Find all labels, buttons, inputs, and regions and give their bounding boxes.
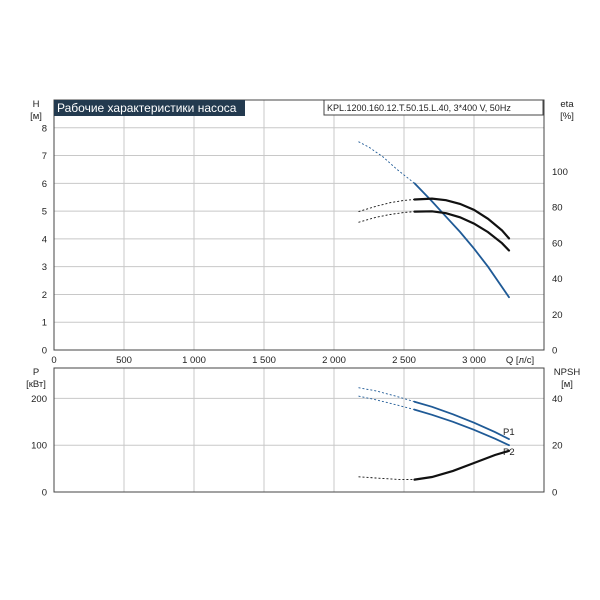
curve-solid-1 xyxy=(413,197,511,240)
y-tick-label-left: 0 xyxy=(42,346,47,357)
series-label-p1: P1 xyxy=(503,427,515,438)
y-tick-label-right: 0 xyxy=(552,488,557,499)
y-tick-label-right: 80 xyxy=(552,203,563,214)
model-label-box xyxy=(323,99,544,116)
curve-solid-1 xyxy=(413,408,510,447)
y-tick-label-left: 0 xyxy=(42,488,47,499)
curve-solid-0 xyxy=(413,400,510,440)
chart-title-box xyxy=(54,100,245,116)
y-tick-label-left: 2 xyxy=(42,290,47,301)
plot-frame xyxy=(53,99,545,351)
curve-solid-2 xyxy=(413,449,511,481)
y-axis-unit-left: [м] xyxy=(30,111,42,122)
y-tick-label-left: 200 xyxy=(31,394,47,405)
y-axis-label-right: eta xyxy=(560,99,574,110)
y-tick-label-left: 5 xyxy=(42,207,47,218)
y-axis-label-left: H xyxy=(33,99,40,110)
x-tick-label: 1 000 xyxy=(182,355,206,366)
y-tick-label-right: 100 xyxy=(552,167,568,178)
power-npsh-panel: 0 100 200 0 20 40 P[кВт] NPSH[м] P1 P2 xyxy=(26,367,580,499)
y-tick-label-right: 20 xyxy=(552,310,563,321)
y-tick-label-left: 8 xyxy=(42,123,47,134)
curve-dashed-1 xyxy=(358,395,415,411)
y-tick-label-left: 3 xyxy=(42,262,47,273)
y-tick-label-left: 6 xyxy=(42,179,47,190)
curve-dashed-0 xyxy=(358,387,415,403)
y-axis-unit-right: [м] xyxy=(561,379,573,390)
x-axis-label: Q [л/с] xyxy=(506,355,534,366)
y-axis-unit-right: [%] xyxy=(560,111,574,122)
y-axis-unit-left: [кВт] xyxy=(26,379,46,390)
y-tick-label-right: 0 xyxy=(552,346,557,357)
y-tick-label-right: 20 xyxy=(552,441,563,452)
y-tick-label-right: 40 xyxy=(552,394,563,405)
y-tick-label-right: 60 xyxy=(552,238,563,249)
curve-solid-2 xyxy=(413,210,511,252)
chart-title: Рабочие характеристики насоса xyxy=(57,101,237,115)
plot-frame xyxy=(53,367,545,493)
y-axis-label-left: P xyxy=(33,367,39,378)
curve-dashed-2 xyxy=(358,476,415,481)
y-axis-label-right: NPSH xyxy=(554,367,581,378)
x-tick-label: 0 xyxy=(51,355,56,366)
curve-solid-0 xyxy=(413,182,510,299)
x-tick-label: 2 500 xyxy=(392,355,416,366)
x-tick-label: 2 000 xyxy=(322,355,346,366)
curve-dashed-0 xyxy=(358,141,415,184)
series-label-p2: P2 xyxy=(503,447,515,458)
curve-dashed-1 xyxy=(358,199,415,213)
model-label: KPL.1200.160.12.T.50.15.L.40, 3*400 V, 5… xyxy=(327,103,511,113)
x-tick-label: 3 000 xyxy=(462,355,486,366)
y-tick-label-left: 7 xyxy=(42,151,47,162)
x-tick-label: 1 500 xyxy=(252,355,276,366)
y-tick-label-left: 1 xyxy=(42,318,47,329)
curve-dashed-2 xyxy=(358,211,415,223)
y-tick-label-left: 100 xyxy=(31,441,47,452)
x-tick-label: 500 xyxy=(116,355,132,366)
y-tick-label-right: 40 xyxy=(552,274,563,285)
y-tick-label-left: 4 xyxy=(42,234,47,245)
